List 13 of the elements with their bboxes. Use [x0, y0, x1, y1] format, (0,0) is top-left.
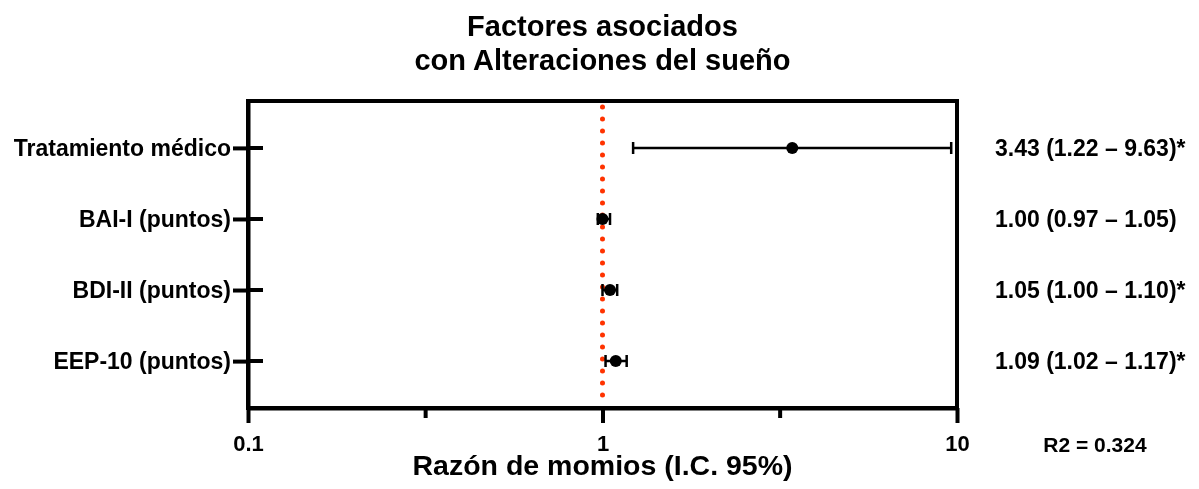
y-tick-label: EEP-10 (puntos): [53, 347, 231, 374]
data-label: 1.00 (0.97 – 1.05): [995, 206, 1177, 233]
y-tick-label: Tratamiento médico: [13, 134, 231, 161]
data-label: 1.09 (1.02 – 1.17)*: [995, 348, 1186, 375]
x-tick-label: 1: [596, 430, 610, 456]
y-tick-label: BDI-II (puntos): [72, 276, 231, 303]
text: R2 = 0.324: [1043, 433, 1147, 457]
x-tick-label: 10: [945, 430, 970, 456]
data-label: 1.05 (1.00 – 1.10)*: [995, 277, 1186, 304]
y-tick-label: BAI-I (puntos): [78, 205, 231, 232]
chart-title: Factores asociados con Alteraciones del sueño: [414, 10, 791, 76]
data-label: 3.43 (1.22 – 9.63)*: [995, 134, 1186, 161]
x-tick-label: 0.1: [233, 430, 264, 456]
